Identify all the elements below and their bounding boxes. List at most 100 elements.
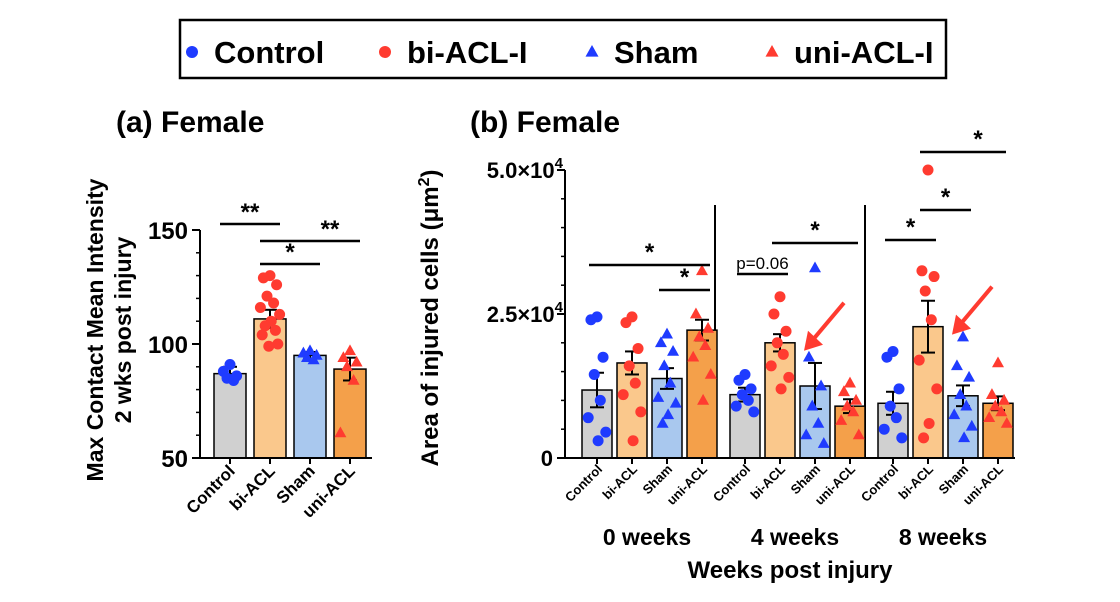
x-tick-label: Control (858, 462, 901, 505)
legend-label: bi-ACL-I (407, 35, 528, 70)
data-point (963, 370, 976, 382)
data-point (582, 412, 594, 424)
data-point (957, 330, 969, 342)
data-point (597, 351, 609, 363)
data-point (730, 400, 742, 412)
data-point (301, 351, 313, 362)
data-point (254, 302, 266, 314)
data-point (261, 290, 273, 302)
panel-a-ylabel-line1: Max Contact Mean Intensity (82, 178, 108, 481)
legend-label: Control (214, 35, 324, 70)
data-point (224, 359, 236, 371)
data-point (928, 271, 940, 283)
data-point (654, 336, 667, 348)
data-point (950, 359, 963, 371)
data-point (925, 314, 937, 326)
data-point (878, 423, 890, 435)
significance-label: * (645, 239, 655, 266)
data-point (344, 344, 356, 356)
data-point (958, 431, 971, 443)
data-point (693, 330, 706, 342)
data-point (931, 383, 943, 395)
data-point (995, 405, 1008, 417)
data-point (960, 399, 973, 411)
data-point (635, 406, 647, 418)
data-point (350, 355, 363, 367)
y-tick-label: 2.5×104 (487, 299, 564, 327)
data-point (667, 344, 680, 356)
significance-label: ** (321, 216, 340, 243)
data-point (890, 412, 902, 424)
data-point (965, 419, 978, 431)
legend-label: Sham (614, 35, 698, 70)
data-point (844, 376, 856, 388)
data-point (699, 339, 712, 350)
data-point (815, 379, 828, 391)
panel-b-xlabel: Weeks post injury (688, 557, 894, 584)
x-tick-label: Control (183, 461, 239, 517)
significance-label: * (973, 126, 983, 153)
data-point (656, 416, 669, 428)
data-point (697, 393, 710, 405)
arrow-head (804, 330, 823, 351)
data-point (733, 374, 745, 386)
legend-box (178, 18, 948, 80)
data-point (806, 399, 819, 411)
data-point (620, 317, 632, 329)
data-point (341, 360, 353, 372)
group-label: 0 weeks (603, 524, 691, 550)
data-point (768, 308, 780, 320)
data-point (592, 435, 604, 447)
data-point (919, 285, 931, 297)
highlight-arrow (810, 301, 846, 343)
data-point (852, 428, 865, 440)
y-tick-label: 0 (541, 446, 553, 471)
panel-a-ylabel-line2: 2 wks post injury (110, 236, 136, 423)
data-point (783, 371, 795, 383)
legend-marker (585, 44, 599, 57)
panel-b-ylabel: Area of injured cells (μm2) (416, 170, 444, 467)
significance-label: * (680, 264, 690, 291)
legend-marker (186, 46, 198, 58)
highlight-arrow (958, 285, 994, 326)
data-point (881, 351, 893, 363)
data-point (600, 426, 612, 438)
data-point (847, 405, 860, 417)
data-point (347, 374, 360, 385)
data-point (896, 432, 908, 444)
data-point (274, 308, 286, 320)
data-point (652, 391, 665, 402)
data-point (998, 393, 1011, 405)
data-point (745, 383, 757, 395)
legend-marker (765, 44, 779, 57)
data-point (954, 388, 967, 399)
arrow-head (952, 314, 971, 335)
bar (293, 354, 327, 459)
x-tick-label: bi-ACL (747, 461, 788, 502)
data-point (841, 399, 854, 411)
significance-label: * (285, 239, 295, 266)
x-tick-label: bi-ACL (226, 461, 279, 514)
data-point (661, 327, 673, 339)
legend-marker (379, 46, 391, 58)
y-tick-label: 150 (148, 218, 188, 245)
data-point (775, 383, 787, 395)
data-point (269, 324, 281, 336)
group-label: 4 weeks (751, 524, 839, 550)
data-point (662, 408, 675, 420)
data-point (916, 265, 928, 277)
data-point (256, 329, 268, 341)
data-point (627, 435, 639, 447)
data-point (774, 291, 786, 303)
data-point (835, 414, 848, 425)
data-point (884, 400, 896, 412)
y-tick-label: 5.0×104 (487, 155, 564, 183)
group-label: 8 weeks (899, 524, 987, 550)
significance-label: p=0.06 (736, 254, 788, 273)
data-point (802, 350, 815, 362)
significance-label: ** (241, 199, 260, 226)
panel-a-title: (a) Female (116, 106, 264, 139)
data-point (923, 417, 935, 429)
